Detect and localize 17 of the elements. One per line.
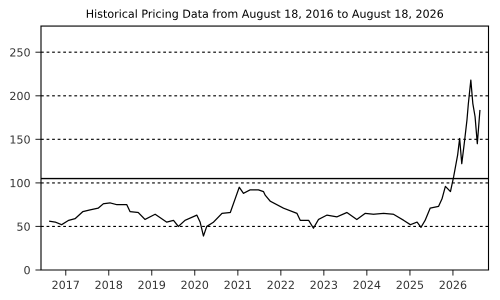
y-tick-label: 0 [24,266,30,274]
y-tick-label: 100 [10,178,30,188]
x-tick-label: 2021 [224,280,251,290]
x-tick-label: 2025 [396,280,424,290]
y-tick-label: 50 [17,222,30,231]
x-tick-label: 2024 [353,280,380,290]
y-tick-label: 250 [10,48,30,57]
x-tick-label: 2017 [52,280,79,290]
x-tick-label: 2023 [310,280,338,290]
chart-title: Historical Pricing Data from August 18, 2016 to August 18, 2026 [86,9,444,20]
x-tick-label: 2019 [138,280,166,290]
y-tick-label: 200 [10,92,30,100]
x-tick-label: 2018 [95,280,122,290]
y-tick-label: 150 [10,135,30,144]
x-tick-label: 2020 [181,280,208,290]
x-tick-label: 2022 [268,280,294,290]
x-tick-label: 2026 [440,280,466,290]
